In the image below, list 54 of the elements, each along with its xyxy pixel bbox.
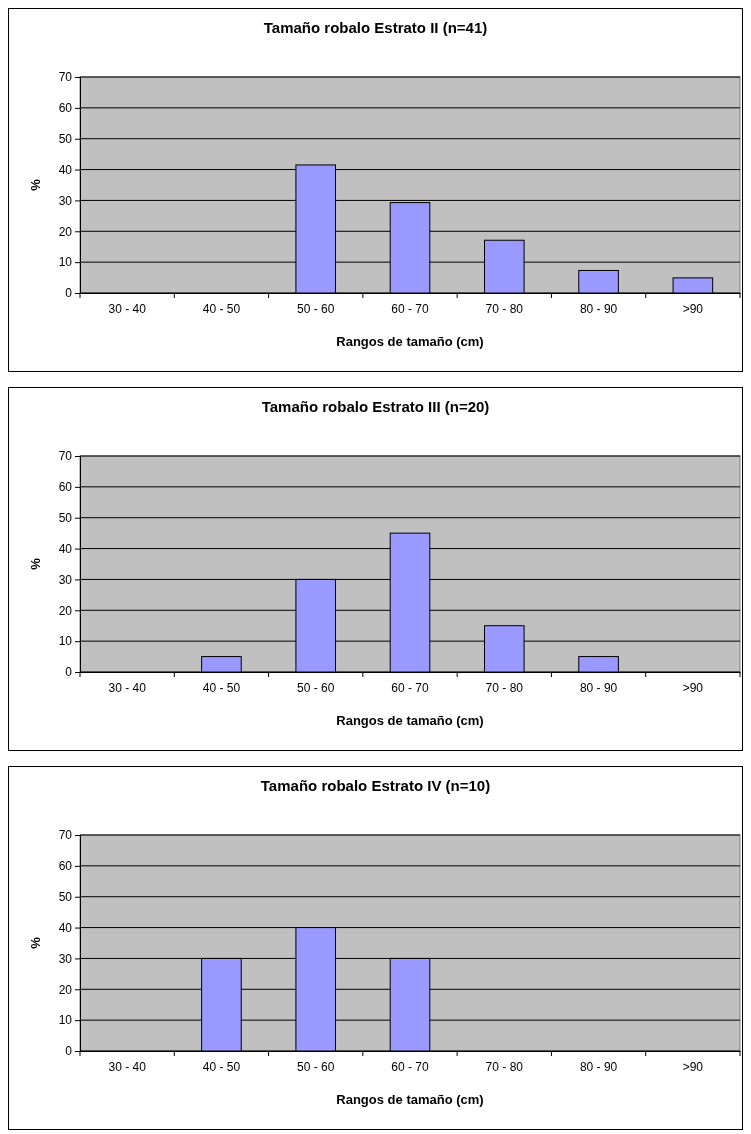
x-tick-label: 60 - 70 [391, 301, 430, 316]
x-tick-label: >90 [682, 1059, 704, 1074]
x-tick-label: >90 [682, 680, 704, 695]
x-axis-title: Rangos de tamaño (cm) [336, 713, 484, 728]
x-tick-label: 30 - 40 [108, 1059, 147, 1074]
x-tick-label: 50 - 60 [297, 301, 335, 316]
y-axis-title: % [28, 178, 43, 191]
x-tick-label: 70 - 80 [485, 301, 524, 316]
y-tick-label: 70 [58, 70, 73, 85]
x-tick-label: 70 - 80 [485, 680, 524, 695]
y-tick-label: 0 [65, 665, 73, 680]
x-tick-label: 60 - 70 [391, 1059, 430, 1074]
x-tick-label: 50 - 60 [297, 680, 335, 695]
y-tick-label: 40 [58, 920, 73, 935]
y-tick-label: 20 [58, 982, 73, 997]
x-tick-label: 30 - 40 [108, 301, 147, 316]
x-tick-label: 40 - 50 [202, 1059, 241, 1074]
y-tick-label: 20 [58, 603, 73, 618]
chart-title: Tamaño robalo Estrato III (n=20) [261, 398, 490, 415]
y-tick-label: 30 [58, 951, 73, 966]
y-tick-label: 40 [58, 162, 73, 177]
y-tick-label: 10 [58, 634, 73, 649]
y-tick-label: 0 [65, 1044, 73, 1059]
y-tick-label: 20 [58, 224, 73, 239]
y-tick-label: 60 [58, 859, 73, 874]
x-tick-label: 80 - 90 [579, 680, 618, 695]
y-tick-label: 60 [58, 480, 73, 495]
x-tick-label: 40 - 50 [202, 301, 241, 316]
y-tick-label: 50 [58, 132, 73, 147]
x-tick-label: >90 [682, 301, 704, 316]
x-axis-title: Rangos de tamaño (cm) [336, 1092, 484, 1107]
x-tick-label: 60 - 70 [391, 680, 430, 695]
y-tick-label: 50 [58, 511, 73, 526]
x-tick-label: 70 - 80 [485, 1059, 524, 1074]
y-axis-title: % [28, 936, 43, 949]
x-tick-label: 30 - 40 [108, 680, 147, 695]
x-tick-label: 80 - 90 [579, 301, 618, 316]
y-axis-title: % [28, 557, 43, 570]
y-tick-label: 0 [65, 286, 73, 301]
x-tick-label: 40 - 50 [202, 680, 241, 695]
x-tick-label: 50 - 60 [297, 1059, 335, 1074]
chart-title: Tamaño robalo Estrato II (n=41) [263, 19, 488, 36]
y-tick-label: 10 [58, 1013, 73, 1028]
y-tick-label: 70 [58, 828, 73, 843]
chart-title: Tamaño robalo Estrato IV (n=10) [260, 777, 491, 794]
y-tick-label: 60 [58, 101, 73, 116]
y-tick-label: 10 [58, 255, 73, 270]
y-tick-label: 40 [58, 541, 73, 556]
x-tick-label: 80 - 90 [579, 1059, 618, 1074]
x-axis-title: Rangos de tamaño (cm) [336, 334, 484, 349]
y-tick-label: 30 [58, 193, 73, 208]
y-tick-label: 50 [58, 890, 73, 905]
y-tick-label: 70 [58, 449, 73, 464]
y-tick-label: 30 [58, 572, 73, 587]
